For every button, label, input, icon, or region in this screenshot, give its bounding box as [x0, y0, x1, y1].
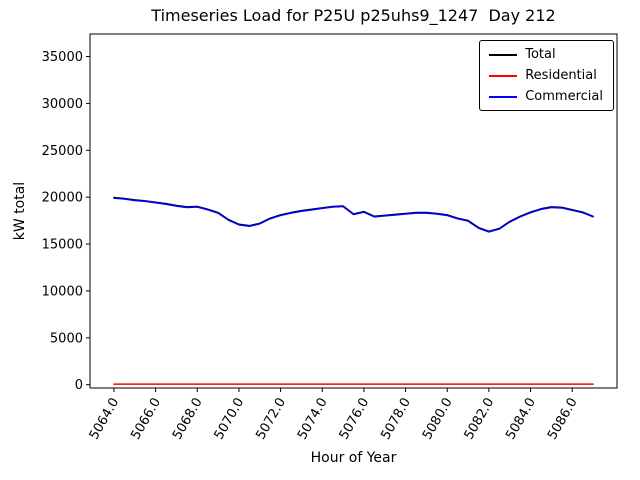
legend-line-residential-icon: [489, 74, 518, 77]
legend-box: Total Residential Commercial: [479, 40, 614, 111]
series-line-commercial: [113, 197, 594, 233]
x-tick-label: 5076.0: [337, 396, 373, 443]
legend-item-total: Total: [489, 47, 603, 62]
y-tick-label: 20000: [42, 191, 83, 206]
chart-title: Timeseries Load for P25U p25uhs9_1247 Da…: [151, 6, 556, 25]
y-tick-label: 5000: [50, 331, 83, 346]
legend-item-commercial: Commercial: [489, 89, 603, 104]
legend-line-total-icon: [489, 53, 518, 56]
x-tick-label: 5082.0: [462, 396, 498, 443]
legend-label-total: Total: [525, 47, 556, 62]
legend-item-residential: Residential: [489, 68, 603, 83]
y-tick-label: 30000: [42, 97, 83, 112]
axes-frame: [89, 33, 618, 389]
x-tick-label: 5084.0: [503, 396, 539, 443]
x-tick-label: 5072.0: [253, 396, 289, 443]
x-tick-label: 5074.0: [295, 396, 331, 443]
x-axis-label: Hour of Year: [310, 450, 397, 466]
x-tick-label: 5086.0: [545, 396, 581, 443]
y-axis-label: kW total: [12, 181, 28, 241]
y-tick-label: 0: [75, 378, 83, 393]
y-tick-label: 35000: [42, 50, 83, 65]
x-tick-label: 5070.0: [212, 396, 248, 443]
y-tick-label: 10000: [42, 284, 83, 299]
y-tick-label: 15000: [42, 238, 83, 253]
x-tick-label: 5068.0: [170, 396, 206, 443]
legend-label-residential: Residential: [525, 68, 597, 83]
y-tick-label: 25000: [42, 144, 83, 159]
legend-line-commercial-icon: [489, 95, 518, 98]
x-tick-label: 5078.0: [378, 396, 414, 443]
x-tick-label: 5064.0: [87, 396, 123, 443]
legend-label-commercial: Commercial: [525, 89, 603, 104]
x-tick-label: 5066.0: [128, 396, 164, 443]
x-tick-label: 5080.0: [420, 396, 456, 443]
